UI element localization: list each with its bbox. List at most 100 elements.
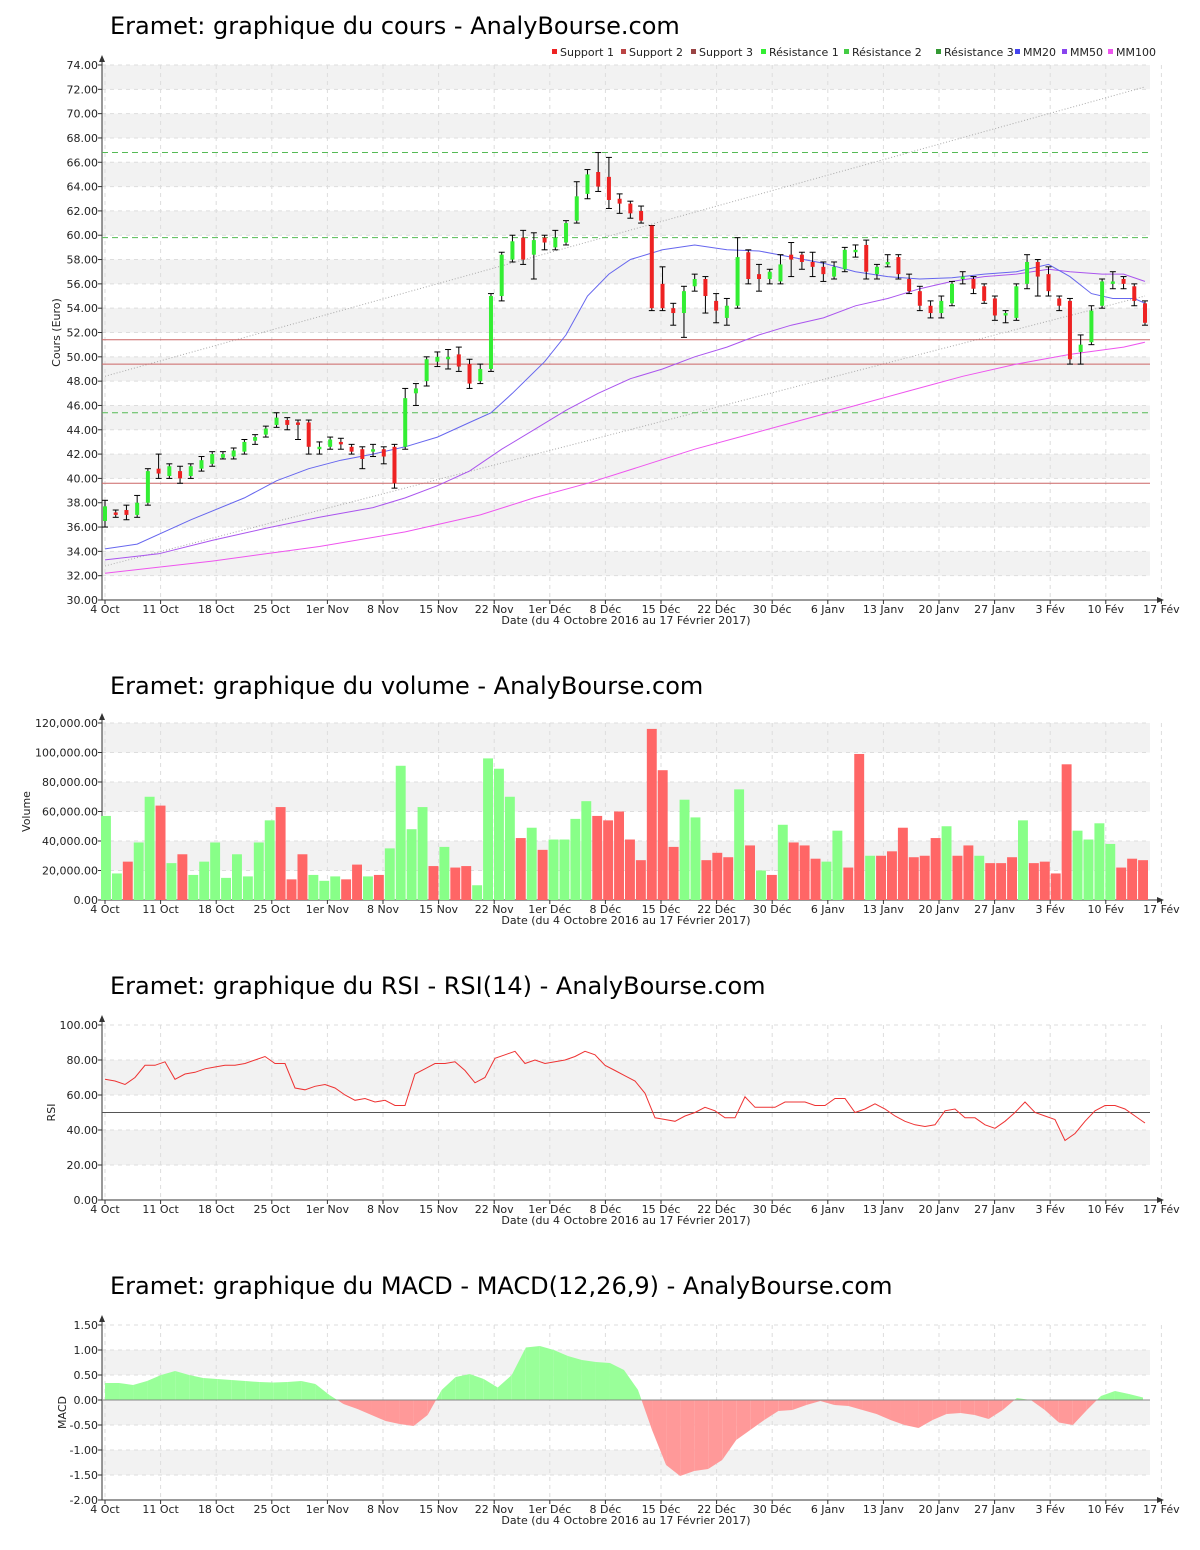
macd-positive-area — [567, 1356, 582, 1400]
candle-body — [842, 249, 847, 270]
x-tick-label: 15 Nov — [419, 1503, 458, 1516]
candle-body — [896, 257, 901, 275]
volume-bar — [210, 842, 221, 900]
plot-band — [102, 723, 1150, 753]
volume-bar — [799, 845, 810, 900]
candle-body — [295, 422, 300, 425]
candle-body — [113, 512, 118, 515]
macd-negative-area — [918, 1400, 933, 1428]
legend-label: Résistance 1 — [769, 46, 839, 59]
plot-band — [102, 405, 1150, 430]
y-tick-label: 60.00 — [67, 1089, 99, 1102]
x-tick-label: 3 Fév — [1035, 903, 1065, 916]
candle — [327, 436, 334, 450]
macd-negative-area — [357, 1400, 372, 1415]
x-tick-label: 22 Nov — [475, 903, 514, 916]
legend-swatch — [761, 49, 766, 54]
candle — [284, 417, 291, 431]
candle — [477, 363, 484, 385]
volume-bar — [963, 845, 974, 900]
rsi-chart-title: Eramet: graphique du RSI - RSI(14) - Ana… — [110, 972, 766, 1000]
macd-negative-area — [1030, 1400, 1045, 1410]
volume-bar — [1028, 863, 1039, 900]
y-tick-label: 38.00 — [67, 497, 99, 510]
volume-bar — [952, 855, 963, 900]
volume-bar — [821, 861, 832, 900]
volume-bar — [712, 852, 723, 900]
price-chart: 30.00 32.00 34.00 36.00 38.00 40.00 42.00 44.00… — [50, 55, 1180, 627]
y-axis-arrow — [99, 1315, 105, 1322]
candle — [1088, 305, 1095, 346]
candle-body — [553, 237, 558, 248]
candle — [187, 463, 194, 479]
macd-positive-area — [609, 1363, 624, 1400]
candle-body — [639, 210, 644, 221]
y-tick-label: 36.00 — [67, 521, 99, 534]
volume-bar — [1050, 873, 1061, 900]
candle — [509, 234, 516, 263]
macd-negative-area — [792, 1400, 807, 1410]
volume-bar — [897, 827, 908, 900]
volume-bar — [439, 846, 450, 900]
candle — [970, 276, 977, 295]
legend-label: MM50 — [1070, 46, 1103, 59]
x-axis-arrow — [1157, 1197, 1164, 1203]
x-tick-label: 6 Janv — [811, 1203, 845, 1216]
candle — [541, 234, 548, 251]
volume-bar — [144, 796, 155, 900]
candle — [884, 254, 891, 268]
volume-bar — [133, 842, 144, 900]
candle — [648, 225, 655, 312]
y-tick-label: 40.00 — [67, 472, 99, 485]
y-tick-label: 0.00 — [74, 1394, 99, 1407]
y-tick-label: 32.00 — [67, 570, 99, 583]
x-tick-label: 25 Oct — [254, 903, 291, 916]
legend-label: Résistance 2 — [852, 46, 922, 59]
candle — [262, 425, 269, 438]
candle-body — [328, 439, 333, 447]
candle — [638, 205, 645, 224]
volume-bar — [1007, 857, 1017, 900]
candle-body — [939, 300, 944, 314]
y-tick-label: 60,000.00 — [42, 806, 98, 819]
candle-body — [564, 223, 569, 243]
volume-bar — [166, 863, 177, 900]
x-tick-label: 10 Fév — [1088, 1503, 1125, 1516]
volume-bar — [559, 839, 570, 900]
y-tick-label: 40,000.00 — [42, 835, 98, 848]
candle-body — [1078, 344, 1083, 352]
x-tick-label: 17 Fév — [1143, 903, 1180, 916]
x-tick-label: 1er Déc — [528, 603, 571, 616]
candle-body — [1003, 313, 1008, 316]
x-tick-label: 18 Oct — [198, 603, 235, 616]
x-tick-label: 8 Nov — [367, 1503, 399, 1516]
candle-body — [274, 417, 279, 425]
volume-bar — [930, 838, 941, 900]
candle-body — [1132, 286, 1137, 301]
volume-bar — [1116, 867, 1127, 900]
candle-body — [338, 441, 343, 445]
macd-negative-area — [399, 1400, 414, 1426]
x-tick-label: 13 Janv — [863, 1203, 904, 1216]
y-tick-label: 42.00 — [67, 448, 99, 461]
y-tick-label: 20,000.00 — [42, 865, 98, 878]
volume-bar — [395, 765, 406, 900]
macd-negative-area — [680, 1400, 695, 1476]
macd-positive-area — [624, 1370, 639, 1400]
x-tick-label: 30 Déc — [753, 1203, 792, 1216]
x-tick-label: 15 Déc — [642, 1503, 681, 1516]
candle-body — [306, 422, 311, 447]
x-tick-label: 8 Déc — [590, 903, 622, 916]
candle-body — [467, 364, 472, 384]
candle-body — [392, 446, 397, 484]
y-tick-label: 70.00 — [67, 108, 99, 121]
candle-body — [853, 249, 858, 253]
macd-negative-area — [343, 1400, 358, 1409]
candle — [616, 193, 623, 214]
macd-negative-area — [932, 1400, 947, 1420]
macd-negative-area — [1072, 1400, 1087, 1425]
volume-bar — [373, 874, 384, 900]
macd-negative-area — [946, 1400, 961, 1414]
candle — [680, 285, 687, 338]
volume-bar — [504, 796, 515, 900]
